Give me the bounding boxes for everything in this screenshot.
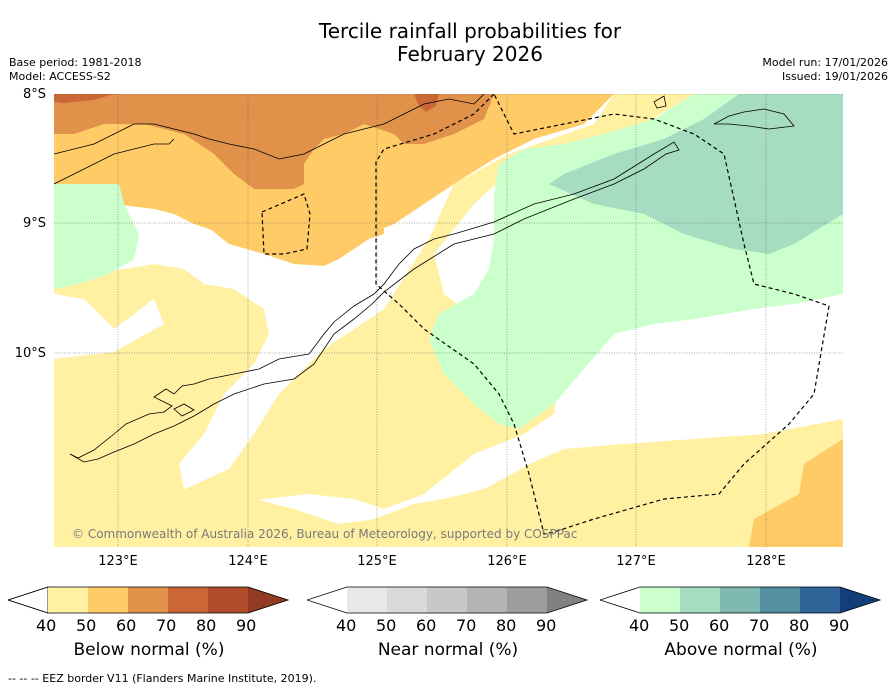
model-name: Model: ACCESS-S2 (9, 70, 111, 83)
colorbar-below-arrow-right (248, 587, 288, 613)
title-line-1: Tercile rainfall probabilities for (318, 19, 622, 43)
above-normal-50-60-region (549, 94, 843, 254)
cb1-tick-70: 70 (156, 616, 177, 635)
lon-label-126e: 126°E (487, 554, 527, 569)
colorbar-near-title: Near normal (%) (377, 640, 519, 660)
northern-island-coastline (54, 138, 175, 185)
meta-left: Base period: 1981-2018 Model: ACCESS-S2 (9, 56, 141, 84)
wetar-coastline (713, 108, 795, 130)
colorbar-near-segment-1 (347, 587, 387, 613)
lat-label-9s: 9°S (22, 216, 46, 231)
map-title: Tercile rainfall probabilities for Febru… (0, 20, 896, 66)
map-panel (54, 94, 843, 547)
colorbar-above-segment-2 (680, 587, 720, 613)
lon-label-123e: 123°E (98, 554, 138, 569)
cb2-tick-80: 80 (496, 616, 517, 635)
eez-border-west (261, 193, 311, 255)
meta-right: Model run: 17/01/2026 Issued: 19/01/2026 (762, 56, 888, 84)
cb3-tick-70: 70 (749, 616, 770, 635)
colorbar-above-title: Above normal (%) (664, 640, 818, 660)
colorbar-near-segment-3 (427, 587, 467, 613)
flores-coastline (54, 94, 485, 160)
cb2-tick-90: 90 (536, 616, 557, 635)
cb3-tick-90: 90 (829, 616, 850, 635)
colorbar-above-segment-3 (720, 587, 760, 613)
title-line-2: February 2026 (397, 42, 543, 66)
cb2-tick-60: 60 (416, 616, 437, 635)
timor-coastline (69, 141, 680, 463)
copyright-notice: © Commonwealth of Australia 2026, Bureau… (72, 527, 578, 541)
below-normal-60-70-east (394, 94, 489, 139)
below-normal-50-60-east (749, 439, 843, 547)
colorbar-below-segment-5 (208, 587, 248, 613)
cb2-tick-40: 40 (336, 616, 357, 635)
colorbar-near-segment-4 (467, 587, 507, 613)
cb1-tick-40: 40 (36, 616, 57, 635)
cb3-tick-40: 40 (629, 616, 650, 635)
cb3-tick-80: 80 (789, 616, 810, 635)
eez-border (375, 94, 830, 535)
colorbar-below-normal (8, 586, 290, 614)
neutral-region (54, 294, 164, 359)
below-normal-40-50-south (54, 264, 843, 547)
colorbar-below-segment-3 (128, 587, 168, 613)
below-normal-70-80-region-east (414, 94, 439, 112)
cb3-tick-50: 50 (669, 616, 690, 635)
eez-footnote: -- -- -- EEZ border V11 (Flanders Marine… (8, 672, 317, 685)
lat-label-10s: 10°S (14, 346, 46, 361)
above-normal-40-50-west (54, 184, 139, 289)
base-period: Base period: 1981-2018 (9, 56, 142, 69)
cb1-tick-50: 50 (76, 616, 97, 635)
lon-label-127e: 127°E (616, 554, 656, 569)
colorbar-near-normal (307, 586, 589, 614)
colorbar-below-segment-2 (88, 587, 128, 613)
cb1-tick-90: 90 (236, 616, 257, 635)
issued-date: Issued: 19/01/2026 (781, 70, 888, 83)
colorbar-near-arrow-left (307, 587, 347, 613)
lat-label-8s: 8°S (22, 87, 46, 102)
cb1-tick-80: 80 (196, 616, 217, 635)
colorbar-above-segment-1 (640, 587, 680, 613)
colorbar-above-normal (600, 586, 882, 614)
colorbar-below-arrow-left (8, 586, 49, 614)
colorbar-near-segment-2 (387, 587, 427, 613)
graticule (54, 94, 843, 547)
rote-coastline (173, 403, 195, 417)
cb3-tick-60: 60 (709, 616, 730, 635)
colorbar-below-title: Below normal (%) (73, 640, 225, 660)
cb2-tick-70: 70 (456, 616, 477, 635)
small-island-coastline (653, 95, 667, 109)
colorbar-near-arrow-right (547, 587, 587, 613)
colorbar-below-segment-4 (168, 587, 208, 613)
colorbar-near-segment-5 (507, 587, 547, 613)
colorbar-above-segment-5 (800, 587, 840, 613)
lon-label-124e: 124°E (228, 554, 268, 569)
colorbar-below-segment-1 (48, 587, 88, 613)
colorbar-above-arrow-right (840, 587, 880, 613)
colorbar-above-arrow-left (600, 587, 640, 613)
lon-label-125e: 125°E (357, 554, 397, 569)
cb2-tick-50: 50 (376, 616, 397, 635)
colorbar-above-segment-4 (760, 587, 800, 613)
below-normal-60-70-west (54, 94, 194, 124)
lon-label-128e: 128°E (746, 554, 786, 569)
below-normal-70-80-region-west (54, 94, 114, 103)
coastlines (54, 94, 795, 463)
below-normal-50-60-band (164, 189, 379, 259)
cb1-tick-60: 60 (116, 616, 137, 635)
model-run: Model run: 17/01/2026 (762, 56, 888, 69)
